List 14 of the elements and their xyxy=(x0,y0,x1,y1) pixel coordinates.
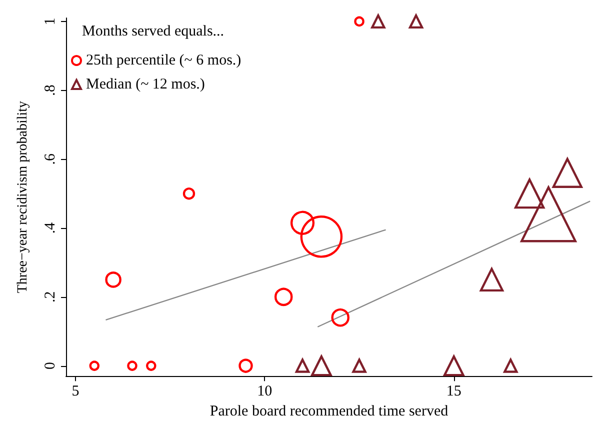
y-tick-label: 0 xyxy=(42,362,58,370)
legend-label: 25th percentile (~ 6 mos.) xyxy=(86,52,242,68)
legend-label: Median (~ 12 mos.) xyxy=(86,76,205,92)
y-tick-label: .8 xyxy=(42,84,58,96)
x-tick-label: 10 xyxy=(257,384,272,400)
x-axis-title: Parole board recommended time served xyxy=(210,404,449,420)
legend-title: Months served equals... xyxy=(82,24,224,40)
y-tick-label: .2 xyxy=(42,291,58,303)
y-tick-label: .6 xyxy=(42,153,58,165)
y-axis-title: Three−year recidivism probability xyxy=(16,100,30,294)
x-tick-label: 15 xyxy=(446,384,462,400)
x-tick-label: 5 xyxy=(72,384,80,400)
y-tick-label: .4 xyxy=(42,222,58,234)
y-tick-label: 1 xyxy=(42,18,58,26)
